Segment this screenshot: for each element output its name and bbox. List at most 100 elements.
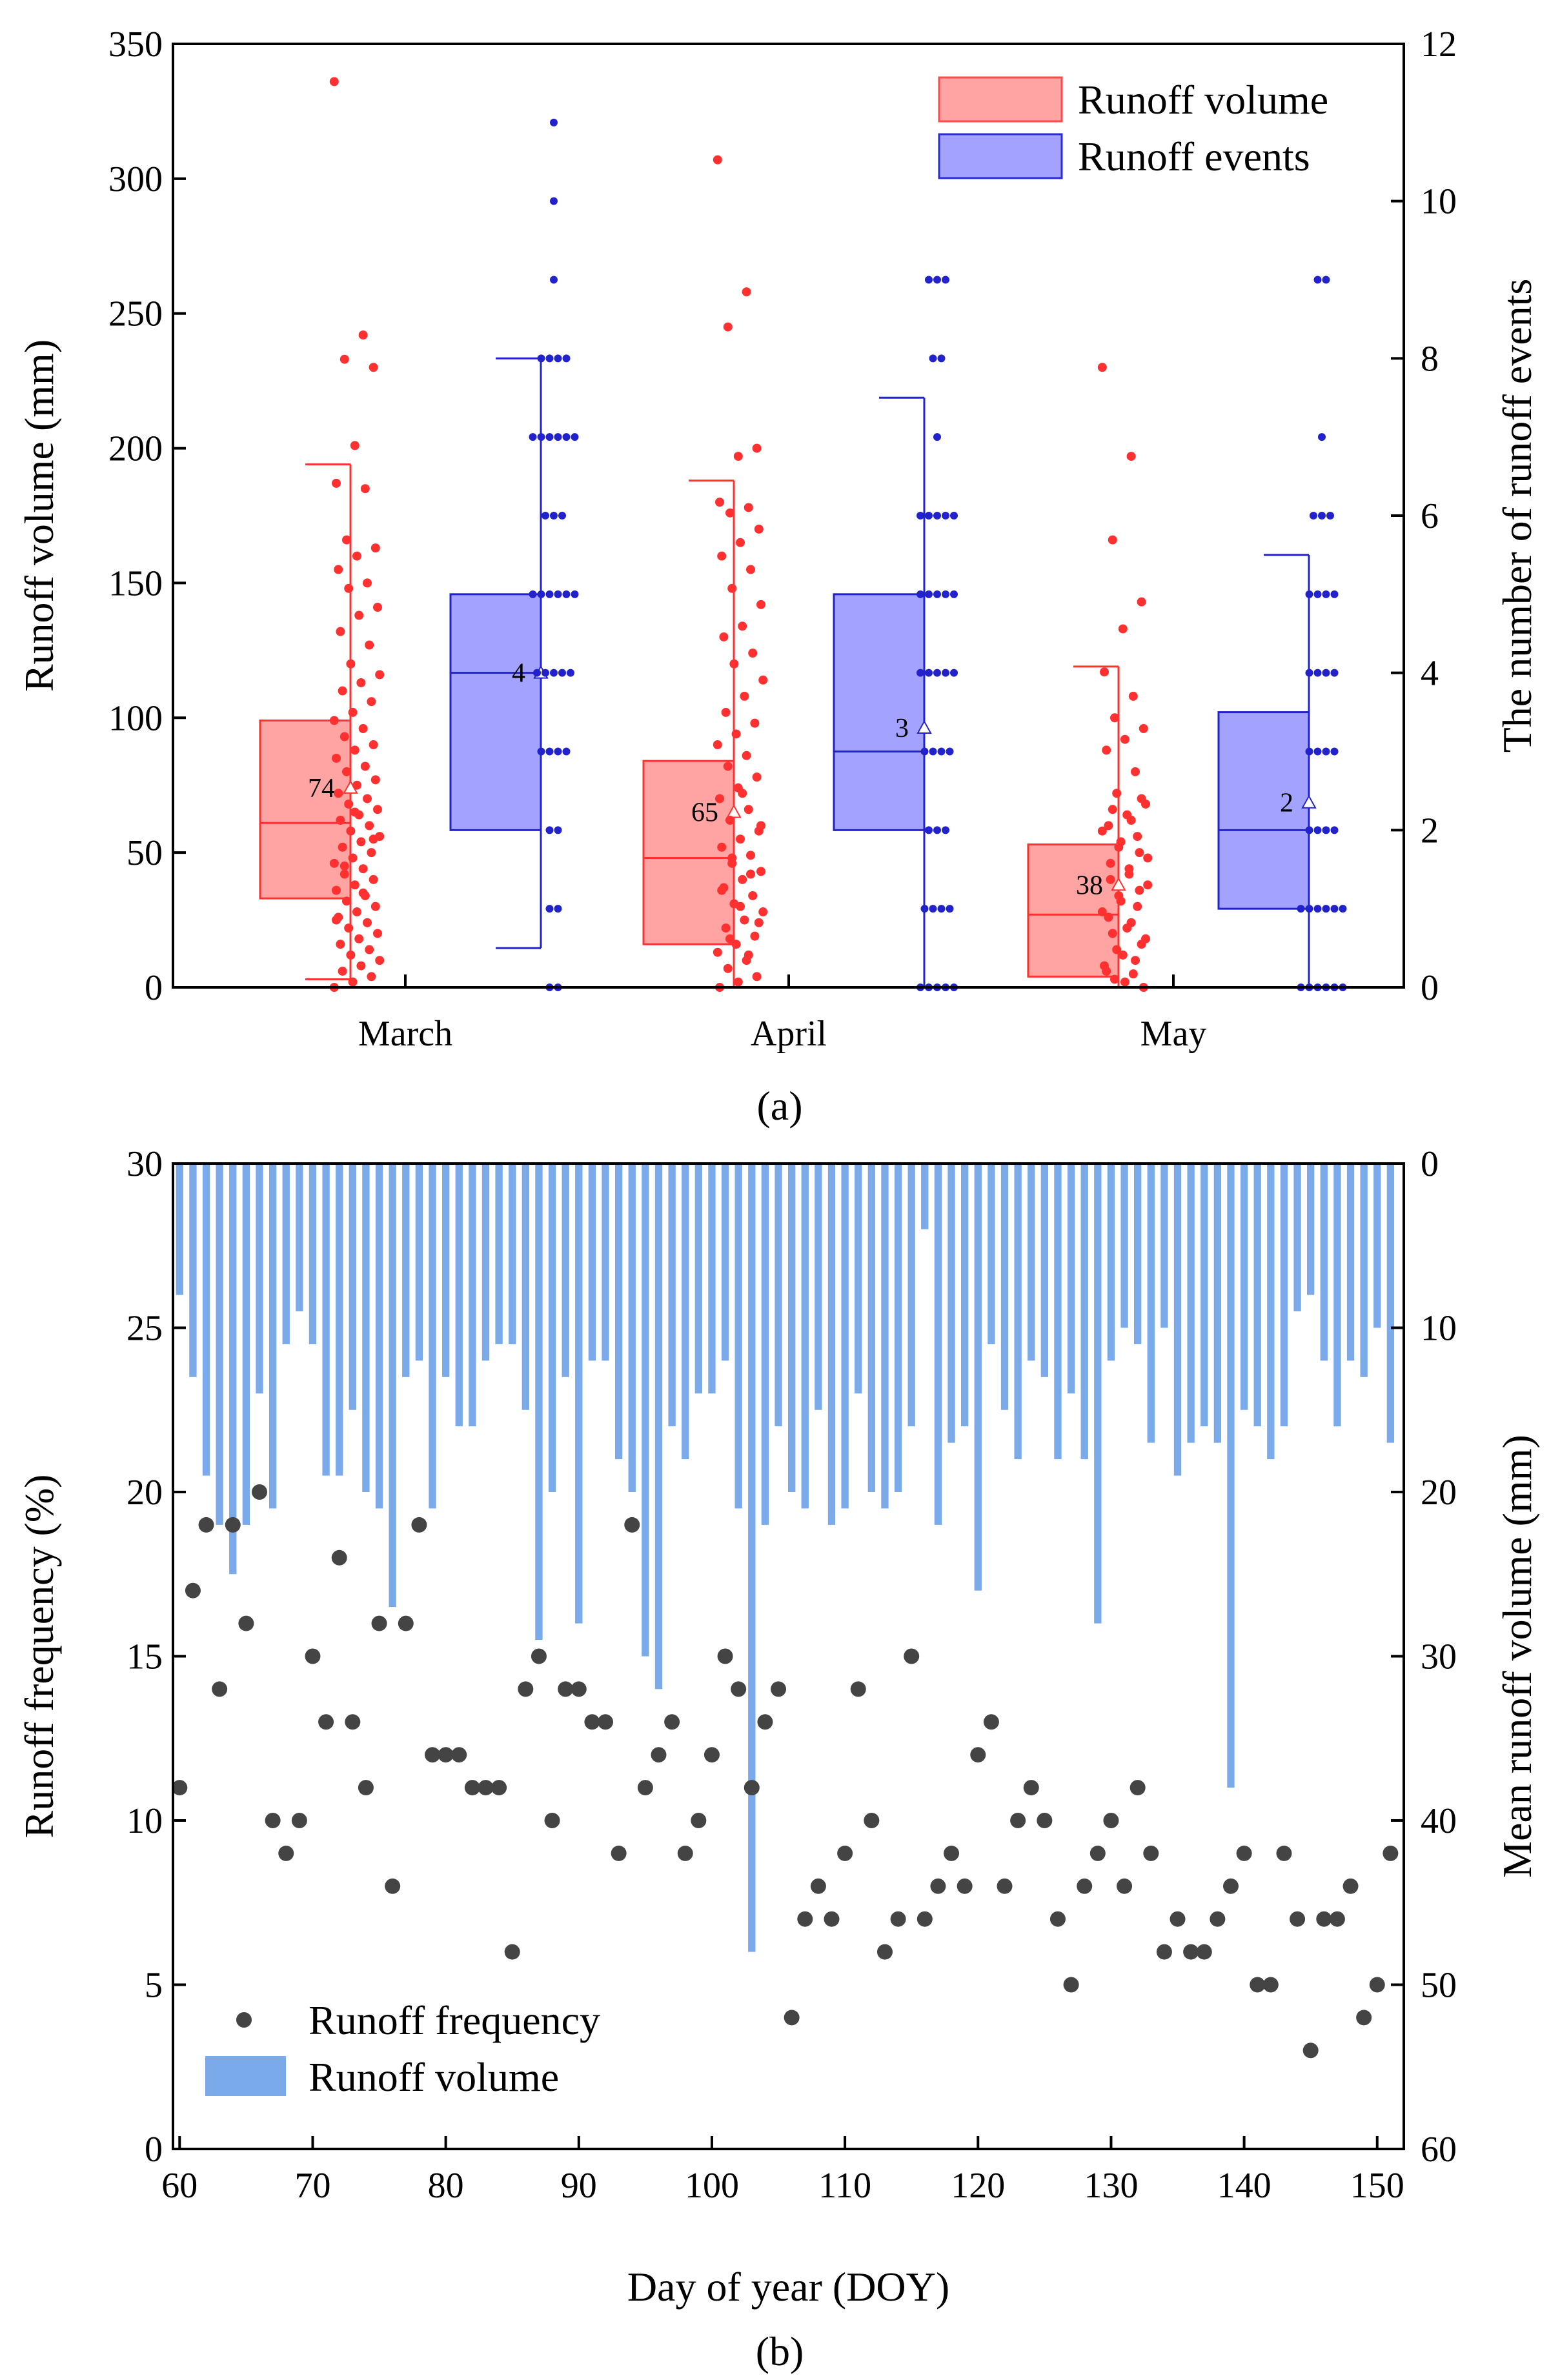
runoff-events-point bbox=[562, 433, 571, 441]
runoff-volume-point bbox=[756, 867, 765, 876]
runoff-events-point bbox=[571, 590, 579, 598]
runoff-volume-point bbox=[750, 718, 760, 728]
runoff-volume-point bbox=[1131, 767, 1140, 776]
runoff-frequency-point bbox=[930, 1878, 946, 1894]
runoff-events-point bbox=[1330, 905, 1339, 913]
runoff-volume-point bbox=[758, 675, 768, 685]
runoff-frequency-point bbox=[1129, 1780, 1146, 1796]
runoff-volume-point bbox=[369, 874, 378, 884]
b-x-ticks: 60 70 80 90 100 110 120 130 140 150 bbox=[161, 2136, 1404, 2206]
runoff-frequency-point bbox=[651, 1747, 667, 1763]
runoff-volume-point bbox=[1120, 734, 1129, 744]
runoff-events-point bbox=[554, 747, 562, 756]
runoff-volume-bar bbox=[1293, 1164, 1301, 1312]
runoff-volume-point bbox=[346, 659, 356, 669]
runoff-frequency-point bbox=[504, 1944, 520, 1960]
runoff-frequency-point bbox=[398, 1615, 414, 1631]
runoff-volume-bar bbox=[748, 1164, 756, 1952]
runoff-frequency-point bbox=[1316, 1911, 1332, 1927]
box-iqr bbox=[833, 593, 926, 831]
runoff-volume-bar bbox=[481, 1164, 490, 1361]
runoff-events-point bbox=[925, 669, 933, 677]
runoff-frequency-point bbox=[983, 1714, 999, 1730]
runoff-frequency-point bbox=[784, 2010, 800, 2026]
runoff-volume-point bbox=[339, 869, 349, 879]
runoff-frequency-point bbox=[637, 1780, 653, 1796]
runoff-events-point bbox=[529, 433, 537, 441]
b-left-tick-label: 10 bbox=[127, 1801, 163, 1841]
runoff-events-point bbox=[1330, 747, 1339, 756]
runoff-events-point bbox=[942, 590, 949, 598]
runoff-events-point bbox=[925, 590, 933, 598]
runoff-volume-bar bbox=[867, 1164, 876, 1492]
runoff-events-point bbox=[1313, 276, 1322, 284]
runoff-frequency-point bbox=[1196, 1944, 1212, 1960]
runoff-events-point bbox=[533, 669, 541, 677]
runoff-volume-bar bbox=[801, 1164, 809, 1509]
b-right-tick-label: 0 bbox=[1421, 1144, 1439, 1184]
runoff-frequency-point bbox=[1250, 1977, 1266, 1993]
runoff-volume-bar bbox=[522, 1164, 529, 1410]
runoff-volume-point bbox=[342, 535, 351, 545]
runoff-events-point bbox=[933, 433, 941, 441]
runoff-events-point bbox=[558, 669, 566, 677]
runoff-events-point bbox=[554, 354, 562, 363]
runoff-volume-point bbox=[329, 77, 339, 86]
a-legend-swatch-runoff-events bbox=[938, 133, 1063, 179]
runoff-volume-bar bbox=[1267, 1164, 1275, 1460]
runoff-events-point bbox=[1318, 433, 1326, 441]
runoff-volume-point bbox=[336, 627, 345, 636]
runoff-volume-point bbox=[373, 929, 382, 938]
runoff-events-point bbox=[946, 747, 954, 756]
runoff-volume-bar bbox=[336, 1164, 343, 1476]
runoff-events-point bbox=[1313, 826, 1322, 834]
runoff-volume-bar bbox=[1200, 1164, 1208, 1427]
runoff-frequency-point bbox=[917, 1911, 933, 1927]
runoff-volume-bar bbox=[1014, 1164, 1022, 1460]
runoff-frequency-point bbox=[771, 1681, 787, 1697]
runoff-frequency-point bbox=[970, 1747, 986, 1763]
runoff-frequency-point bbox=[664, 1714, 680, 1730]
a-boxes: 74 65 38 4 3 2 bbox=[259, 357, 1317, 989]
runoff-volume-bar bbox=[988, 1164, 995, 1344]
runoff-volume-point bbox=[1133, 832, 1142, 842]
runoff-volume-point bbox=[358, 888, 368, 898]
runoff-volume-point bbox=[733, 452, 743, 461]
runoff-events-point bbox=[933, 826, 941, 834]
runoff-frequency-point bbox=[876, 1944, 893, 1960]
runoff-events-point bbox=[1305, 669, 1313, 677]
b-dots bbox=[172, 1484, 1399, 2059]
runoff-volume-bar bbox=[455, 1164, 463, 1427]
panel-a-label: (a) bbox=[756, 1083, 802, 1129]
a-x-tick-label: May bbox=[1140, 1014, 1207, 1054]
a-right-axis-label: The number of runoff events bbox=[1494, 279, 1540, 753]
runoff-volume-point bbox=[332, 753, 341, 763]
runoff-events-point bbox=[545, 590, 554, 598]
runoff-volume-point bbox=[1133, 902, 1142, 911]
runoff-volume-point bbox=[744, 950, 753, 960]
runoff-volume-point bbox=[1126, 816, 1136, 825]
runoff-volume-bar bbox=[189, 1164, 197, 1377]
runoff-frequency-point bbox=[1262, 1977, 1279, 1993]
runoff-volume-point bbox=[360, 761, 370, 771]
runoff-volume-point bbox=[754, 918, 764, 927]
runoff-volume-bar bbox=[1147, 1164, 1155, 1443]
runoff-volume-bar bbox=[362, 1164, 370, 1492]
b-legend: Runoff frequency Runoff volume bbox=[205, 1997, 600, 2100]
runoff-events-point bbox=[554, 826, 562, 834]
runoff-volume-point bbox=[373, 805, 382, 814]
runoff-events-point bbox=[925, 276, 933, 284]
runoff-frequency-point bbox=[691, 1813, 707, 1828]
runoff-volume-bar bbox=[894, 1164, 902, 1492]
runoff-events-point bbox=[1305, 826, 1313, 834]
runoff-volume-point bbox=[713, 740, 722, 750]
b-left-tick-label: 20 bbox=[127, 1473, 163, 1513]
b-x-tick-label: 130 bbox=[1084, 2166, 1138, 2206]
runoff-volume-point bbox=[715, 498, 724, 507]
runoff-frequency-point bbox=[1010, 1813, 1026, 1828]
runoff-volume-point bbox=[356, 678, 366, 687]
b-x-axis-label: Day of year (DOY) bbox=[627, 2264, 949, 2310]
a-x-tick-label: March bbox=[358, 1014, 452, 1054]
runoff-volume-point bbox=[370, 902, 380, 911]
runoff-events-point bbox=[937, 747, 946, 756]
